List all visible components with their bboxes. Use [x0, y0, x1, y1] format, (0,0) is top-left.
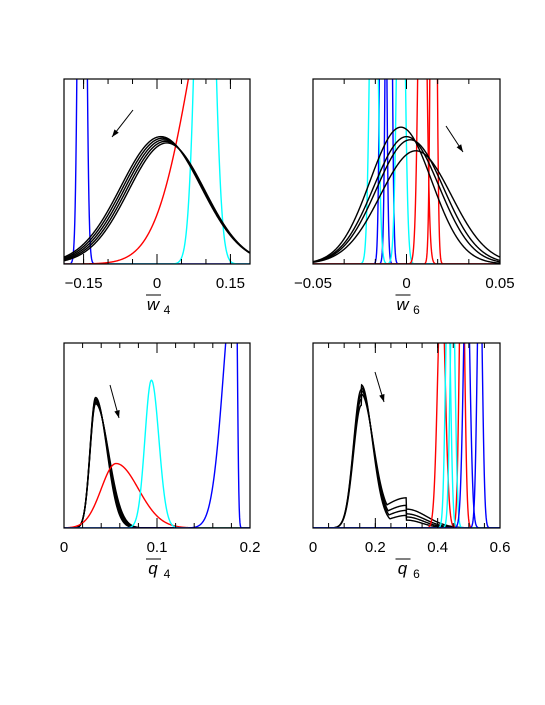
x-axis-label: q — [148, 559, 158, 578]
x-axis-subscript: 4 — [164, 567, 171, 581]
x-axis-subscript: 4 — [164, 303, 171, 317]
tick-label: −0.05 — [294, 275, 332, 292]
series-0-curve-4 — [64, 403, 250, 528]
tick-label: 0.1 — [147, 539, 168, 556]
series-3-curve-0 — [313, 126, 500, 264]
curves — [64, 79, 250, 264]
series-1-curve-1 — [313, 343, 500, 528]
arrow-head — [114, 410, 120, 418]
x-axis-label: w — [396, 295, 410, 314]
tick-label: 0.2 — [240, 539, 261, 556]
series-1-curve-0 — [64, 462, 250, 528]
x-axis-subscript: 6 — [413, 303, 420, 317]
panel-3: 0 0.1 0.2 q 4 — [60, 342, 261, 581]
series-2-curve-1 — [313, 343, 500, 528]
series-1-curve-1 — [313, 79, 500, 264]
series-0-curve-0 — [64, 396, 250, 528]
tick-label: 0 — [402, 275, 410, 292]
series-3-curve-3 — [313, 150, 500, 263]
plot-frame — [63, 78, 251, 265]
tick-label: 0.05 — [485, 275, 514, 292]
tick-label: 0.15 — [216, 275, 245, 292]
tick-label: 0 — [153, 275, 161, 292]
x-axis-label: q — [398, 559, 408, 578]
arrow-head — [456, 144, 463, 152]
series-3-curve-4 — [64, 142, 250, 262]
arrow-head — [112, 129, 119, 137]
curves — [64, 343, 250, 528]
series-0-curve-3 — [64, 401, 250, 528]
arrow-head — [379, 394, 385, 402]
curves — [313, 79, 500, 264]
series-3-curve-1 — [313, 135, 500, 263]
series-2-curve-0 — [313, 343, 500, 528]
series-1-curve-0 — [313, 343, 500, 528]
panel-2: −0.05 0 0.05 w 6 — [294, 78, 515, 317]
tick-label: 0 — [309, 539, 317, 556]
series-1-curve-0 — [64, 79, 250, 264]
panel-1: −0.15 0 0.15 w 4 — [63, 78, 251, 317]
tick-label: 0.2 — [365, 539, 386, 556]
tick-label: −0.15 — [65, 275, 103, 292]
series-3-curve-3 — [64, 140, 250, 261]
panel-4: 0 0.2 0.4 0.6 q 6 — [309, 342, 511, 581]
series-0-curve-1 — [64, 398, 250, 528]
tick-label: 0.4 — [427, 539, 448, 556]
x-axis-subscript: 6 — [413, 567, 420, 581]
series-0-curve-2 — [64, 399, 250, 528]
tick-label: 0 — [60, 539, 68, 556]
series-3-curve-2 — [64, 139, 250, 260]
tick-label: 0.6 — [490, 539, 511, 556]
x-axis-label: w — [147, 295, 161, 314]
series-3-curve-0 — [64, 343, 250, 528]
series-3-curve-2 — [313, 139, 500, 263]
series-2-curve-0 — [64, 379, 250, 528]
